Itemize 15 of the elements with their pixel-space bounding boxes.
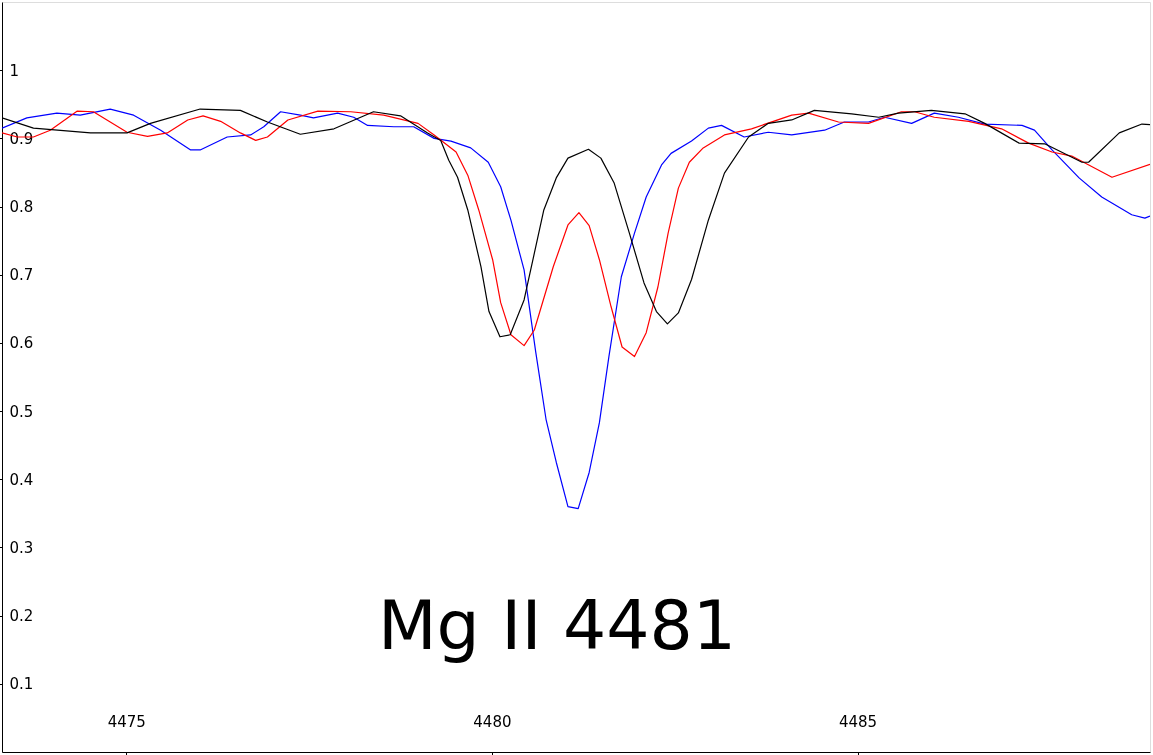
y-tick-label: 0.2	[9, 607, 34, 626]
x-tick-label: 4480	[473, 712, 512, 731]
y-tick-label: 0.9	[9, 129, 34, 148]
y-tick-label: 0.1	[9, 675, 34, 694]
y-tick-label: 0.3	[9, 538, 34, 557]
line-series	[2, 108, 1150, 510]
y-tick-label: 1	[9, 61, 20, 80]
y-tick-label: 0.4	[9, 470, 34, 489]
x-tick-label: 4475	[107, 712, 146, 731]
y-tick-label: 0.5	[9, 402, 34, 421]
x-tick-label: 4485	[838, 712, 878, 731]
y-tick-label: 0.7	[9, 266, 34, 285]
annotation: Mg II 4481	[377, 586, 737, 665]
y-tick-label: 0.8	[9, 198, 34, 217]
y-tick-label: 0.6	[9, 334, 34, 353]
